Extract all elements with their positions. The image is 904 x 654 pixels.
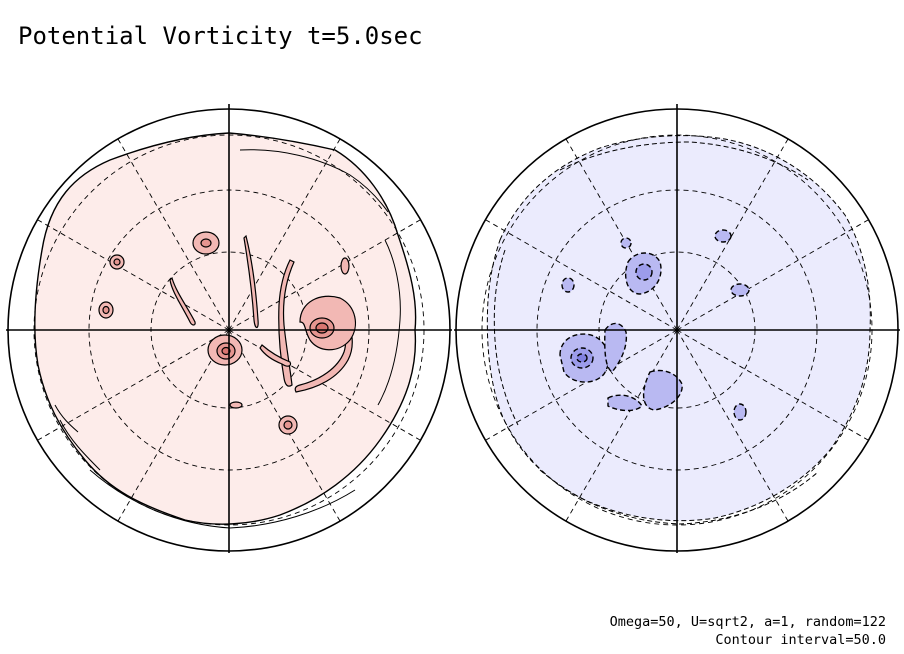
south-vortices [559,229,750,421]
north-vortex-3 [192,231,220,255]
south-hemisphere [454,104,900,553]
north-contour-south [89,469,356,529]
north-vortex-8 [229,401,243,409]
north-hemisphere [6,104,452,553]
south-vortex-1 [559,333,610,383]
south-vortex-6 [730,283,750,297]
north-vortex-1 [207,334,243,366]
north-vortex-6 [278,415,298,435]
south-filament-2 [643,369,683,411]
north-contour-east [377,239,401,406]
north-vortex-4 [109,254,125,270]
south-vortex-5 [733,403,747,421]
north-vortex-5 [98,301,114,319]
north-axes [6,104,452,553]
south-contour-north [559,141,809,181]
south-pv-region [486,135,871,522]
south-vortex-4 [561,277,575,293]
parameters-label: Omega=50, U=sqrt2, a=1, random=122 [609,614,886,630]
north-boundary [7,108,451,552]
south-vortex-7 [620,237,632,249]
south-filament-3 [607,394,643,412]
north-vortex-2 [299,295,357,351]
south-contour-west [493,249,519,426]
contour-interval-label: Contour interval=50.0 [715,632,886,648]
south-filament-1 [604,322,628,373]
north-vortex-7 [340,257,350,275]
plot-title: Potential Vorticity t=5.0sec [18,22,423,50]
north-contour-northeast [239,149,389,213]
south-vortex-2 [624,252,662,295]
south-vortex-3 [714,229,732,243]
north-filaments [169,234,353,393]
north-vortices [98,231,357,435]
south-axes [454,104,900,553]
south-boundary [455,108,899,552]
